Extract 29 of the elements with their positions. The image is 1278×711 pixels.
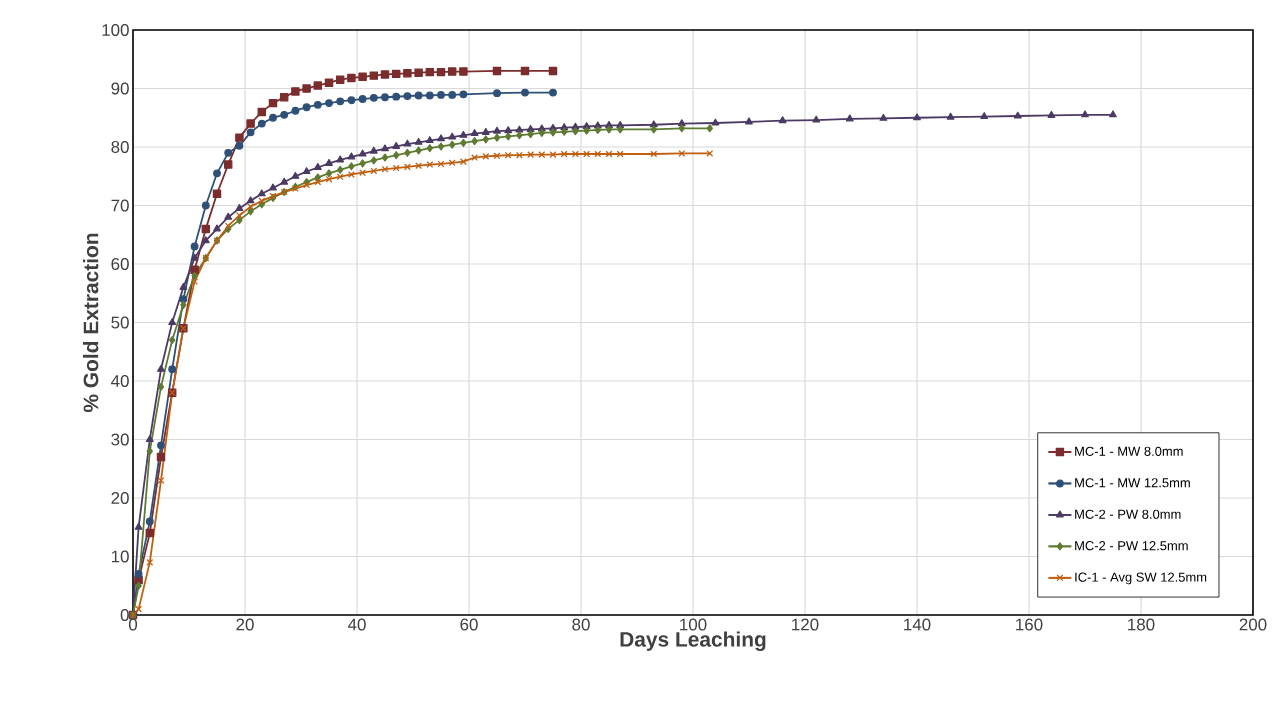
- x-tick-label: 60: [460, 618, 478, 631]
- y-tick-label: 70: [111, 199, 129, 212]
- legend-label: MC-1 - MW 12.5mm: [1075, 478, 1190, 488]
- x-tick-label: 20: [236, 618, 254, 631]
- x-tick-label: 100: [680, 618, 707, 631]
- x-tick-label: 80: [572, 618, 590, 631]
- legend-label: IC-1 - Avg SW 12.5mm: [1075, 572, 1207, 585]
- legend-label: MC-2 - PW 12.5mm: [1075, 541, 1188, 551]
- x-tick-label: 180: [1128, 618, 1155, 631]
- y-tick-label: 10: [111, 550, 129, 563]
- legend-label: MC-2 - PW 8.0mm: [1075, 509, 1181, 519]
- y-tick-label: 50: [111, 316, 129, 329]
- y-tick-label: 30: [111, 433, 129, 446]
- y-axis-title: % Gold Extraction: [83, 233, 99, 413]
- y-tick-label: 0: [120, 609, 129, 621]
- x-tick-label: 200: [1239, 618, 1267, 631]
- x-tick-label: 0: [128, 618, 138, 631]
- x-tick-label: 160: [1016, 618, 1043, 631]
- y-tick-label: 60: [111, 258, 129, 270]
- x-tick-label: 120: [792, 618, 819, 631]
- y-tick-label: 90: [111, 82, 129, 95]
- y-tick-label: 40: [111, 375, 129, 387]
- y-tick-label: 20: [111, 492, 129, 504]
- y-tick-label: 80: [111, 141, 129, 153]
- y-tick-label: 100: [102, 23, 129, 36]
- legend-label: MC-1 - MW 8.0mm: [1075, 446, 1183, 456]
- x-axis-title: Days Leaching: [620, 631, 766, 651]
- x-tick-label: 140: [904, 618, 931, 631]
- x-tick-label: 40: [347, 618, 366, 631]
